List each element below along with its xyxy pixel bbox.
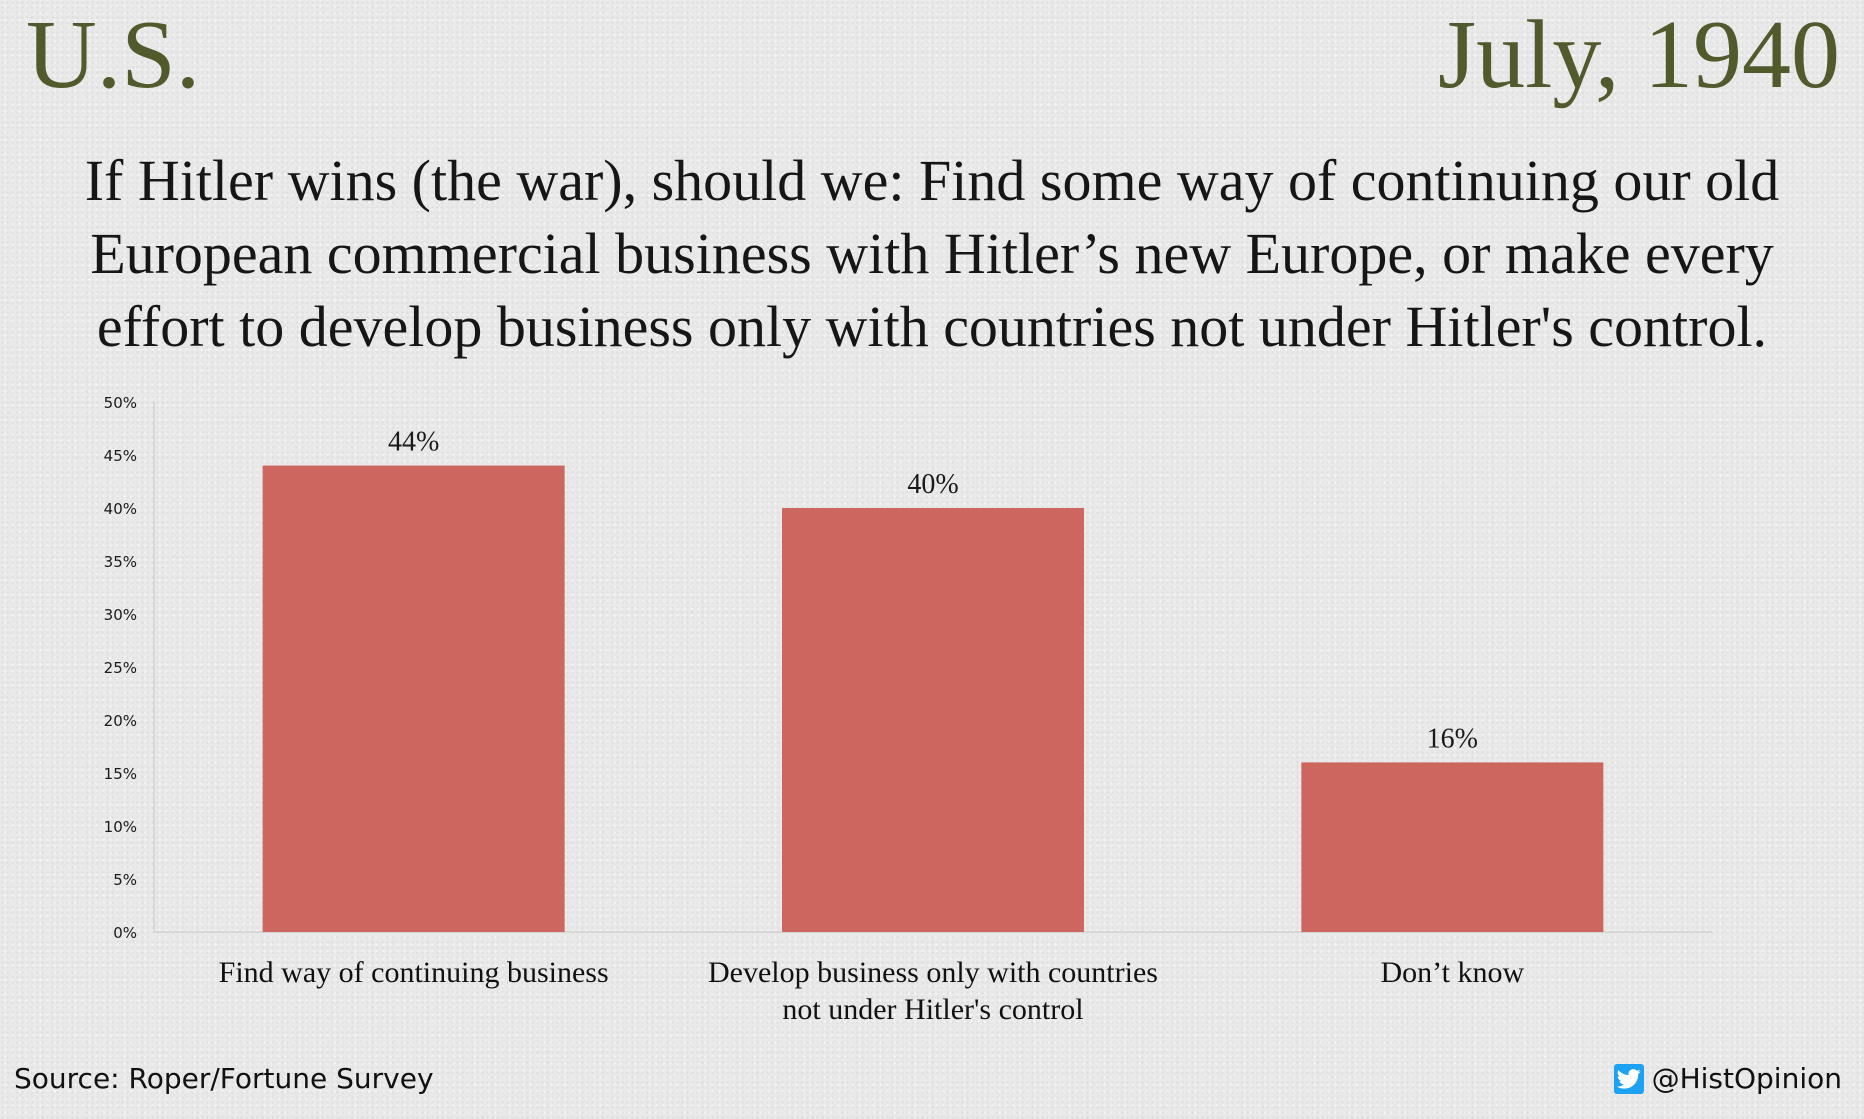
bar	[1301, 762, 1604, 932]
y-tick-label: 5%	[113, 871, 137, 889]
data-label: 44%	[388, 427, 439, 458]
source-note: Source: Roper/Fortune Survey	[14, 1062, 434, 1095]
survey-question: If Hitler wins (the war), should we: Fin…	[20, 144, 1844, 363]
y-tick-label: 35%	[104, 553, 137, 571]
twitter-bird-icon	[1613, 1063, 1644, 1094]
y-tick-label: 50%	[104, 394, 137, 412]
y-tick-label: 0%	[113, 924, 137, 942]
question-line-1: If Hitler wins (the war), should we: Fin…	[84, 148, 1780, 213]
question-line-2: European commercial business with Hitler…	[90, 221, 1774, 286]
data-label: 40%	[907, 469, 958, 500]
category-label: Find way of continuing business	[219, 956, 609, 989]
twitter-handle[interactable]: @HistOpinion	[1613, 1062, 1842, 1095]
survey-date: July, 1940	[1437, 1, 1840, 109]
y-tick-label: 15%	[104, 765, 137, 783]
bar	[782, 508, 1084, 932]
y-tick-label: 25%	[104, 659, 137, 677]
category-label: not under Hitler's control	[782, 993, 1083, 1026]
y-tick-label: 45%	[104, 447, 137, 465]
y-tick-label: 10%	[104, 818, 137, 836]
twitter-handle-text: @HistOpinion	[1651, 1062, 1842, 1095]
y-tick-label: 30%	[104, 606, 137, 624]
bar	[262, 465, 565, 932]
category-label: Don’t know	[1381, 956, 1525, 989]
bar-chart: 0% 5% 10% 15% 20% 25% 30% 35% 40% 45% 50% 44% Find w…	[104, 394, 1712, 1026]
question-line-3: effort to develop business only with cou…	[96, 294, 1768, 359]
category-label: Develop business only with countries	[708, 956, 1158, 989]
data-label: 16%	[1427, 723, 1478, 754]
y-tick-label: 40%	[104, 500, 137, 518]
country-title: U.S.	[26, 1, 201, 109]
y-tick-label: 20%	[104, 712, 137, 730]
